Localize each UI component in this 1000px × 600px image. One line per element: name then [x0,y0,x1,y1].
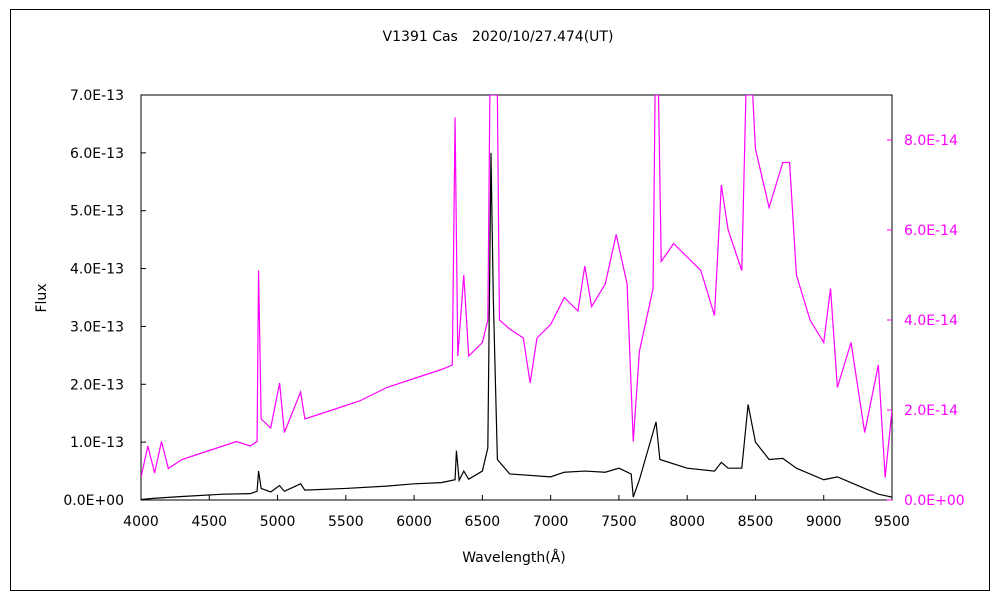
y-right-tick-label: 8.0E-14 [904,133,958,149]
y-left-tick-label: 6.0E-13 [70,146,124,162]
x-tick-label: 8000 [669,514,705,530]
plot-area-border [140,94,893,501]
x-tick-label: 4500 [191,514,227,530]
x-tick-label: 5500 [328,514,364,530]
y-right-tick-label: 6.0E-14 [904,223,958,239]
series-line-left [141,152,892,500]
y-left-tick-label: 2.0E-13 [70,377,124,393]
y-left-tick-label: 7.0E-13 [70,88,124,104]
y-left-tick-label: 3.0E-13 [70,319,124,335]
chart-frame [10,9,990,591]
x-axis-label: Wavelength(Å) [462,549,566,566]
chart-title: V1391 Cas 2020/10/27.474(UT) [383,29,614,45]
x-tick-label: 9000 [806,514,842,530]
y-left-tick-label: 0.0E+00 [63,493,124,509]
x-tick-label: 9500 [874,514,910,530]
y-left-tick-label: 1.0E-13 [70,435,124,451]
y-right-tick-label: 2.0E-14 [904,403,958,419]
x-tick-label: 7500 [601,514,637,530]
x-tick-label: 7000 [533,514,569,530]
x-tick-label: 4000 [123,514,159,530]
x-tick-label: 8500 [738,514,774,530]
y-right-tick-label: 4.0E-14 [904,313,958,329]
y-left-tick-label: 4.0E-13 [70,262,124,278]
y-axis-label: Flux [34,283,50,312]
x-tick-label: 6500 [465,514,501,530]
series-line-right [141,95,892,478]
y-right-tick-label: 0.0E+00 [904,493,965,509]
y-left-tick-label: 5.0E-13 [70,204,124,220]
x-tick-label: 6000 [396,514,432,530]
x-tick-label: 5000 [260,514,296,530]
